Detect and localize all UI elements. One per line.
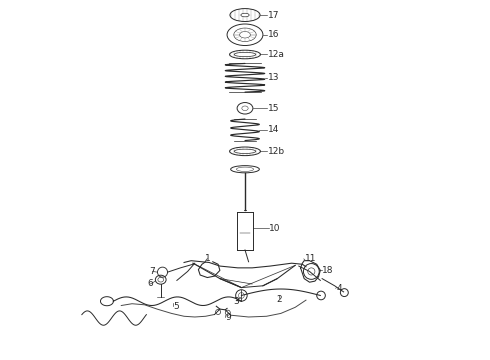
- Text: 10: 10: [270, 224, 281, 233]
- Text: 5: 5: [173, 302, 179, 311]
- Text: 1: 1: [204, 254, 210, 263]
- Text: 4: 4: [337, 284, 342, 293]
- Text: 7: 7: [149, 267, 155, 276]
- Text: 13: 13: [269, 73, 280, 82]
- Text: 14: 14: [269, 125, 280, 134]
- Text: 17: 17: [269, 10, 280, 19]
- Text: 18: 18: [322, 266, 334, 275]
- Text: 2: 2: [276, 294, 282, 303]
- Text: 12a: 12a: [269, 50, 285, 59]
- Text: 11: 11: [304, 255, 316, 264]
- Text: 9: 9: [225, 313, 231, 322]
- Text: 3: 3: [234, 297, 239, 306]
- Text: 15: 15: [269, 104, 280, 113]
- Text: 12b: 12b: [269, 147, 286, 156]
- Text: 6: 6: [147, 279, 153, 288]
- Text: 16: 16: [269, 30, 280, 39]
